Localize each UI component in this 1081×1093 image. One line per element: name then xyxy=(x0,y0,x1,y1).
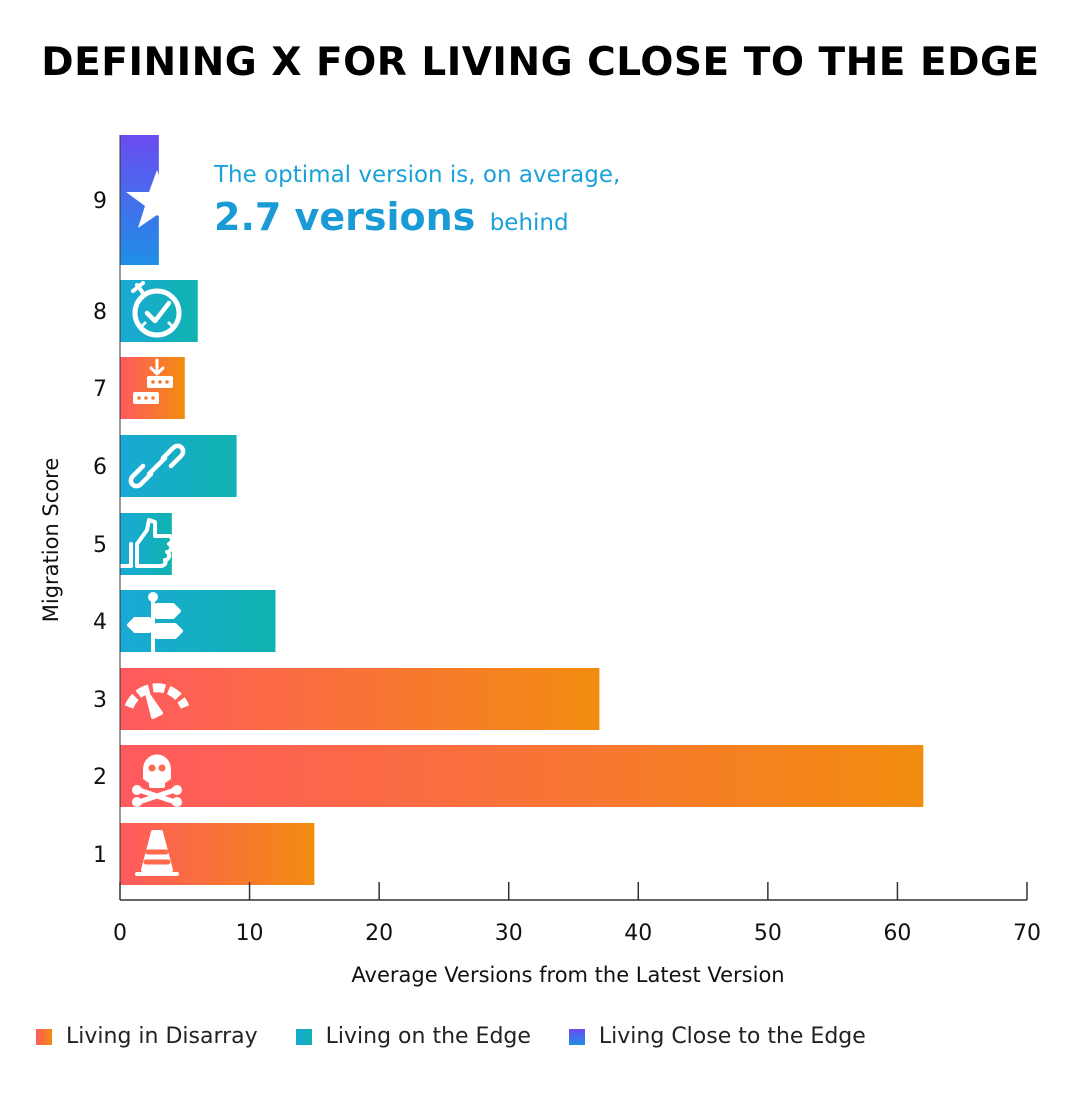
legend-label-disarray: Living in Disarray xyxy=(66,1024,258,1049)
annotation-line2: 2.7 versions behind xyxy=(214,195,569,239)
y-tick-label: 1 xyxy=(93,843,107,868)
annotation-line1: The optimal version is, on average, xyxy=(213,162,620,188)
x-tick-label: 10 xyxy=(236,921,264,946)
bar-score-3 xyxy=(120,668,600,730)
chart-title: DEFINING X FOR LIVING CLOSE TO THE EDGE xyxy=(41,40,1040,85)
traffic-cone-icon xyxy=(135,830,179,876)
bars-group xyxy=(120,135,924,885)
legend-swatch-disarray xyxy=(36,1028,52,1045)
y-tick-label: 7 xyxy=(93,377,107,402)
y-tick-label: 8 xyxy=(93,300,107,325)
legend-item-edge: Living on the Edge xyxy=(295,1024,531,1049)
download-server-icon xyxy=(133,358,173,404)
y-tick-label: 9 xyxy=(93,189,107,214)
legend-label-close: Living Close to the Edge xyxy=(598,1024,866,1049)
annotation-suffix: behind xyxy=(490,210,569,236)
bar-score-2 xyxy=(120,745,924,807)
star-icon xyxy=(126,170,188,228)
skull-crossbones-icon xyxy=(132,754,182,807)
y-tick-label: 2 xyxy=(93,765,107,790)
legend-item-close: Living Close to the Edge xyxy=(568,1024,866,1049)
annotation-value: 2.7 versions xyxy=(214,195,475,239)
legend-swatch-edge xyxy=(295,1028,312,1045)
thumbs-up-icon xyxy=(119,518,174,568)
x-tick-label: 60 xyxy=(883,921,911,946)
y-tick-label: 3 xyxy=(93,688,107,713)
x-tick-label: 0 xyxy=(113,921,127,946)
legend-item-disarray: Living in Disarray xyxy=(36,1024,258,1049)
x-axis: 0 10 20 30 40 50 60 70 xyxy=(113,135,1041,946)
chain-link-icon xyxy=(128,443,186,489)
x-tick-label: 70 xyxy=(1013,921,1041,946)
x-tick-label: 40 xyxy=(624,921,652,946)
x-tick-label: 20 xyxy=(365,921,393,946)
bar-icons-group xyxy=(119,170,190,876)
bar-chart: 1 2 3 4 5 6 7 8 9 0 10 20 30 40 50 60 70 Average Versio… xyxy=(39,135,1041,987)
y-tick-label: 4 xyxy=(93,610,107,635)
legend-label-edge: Living on the Edge xyxy=(325,1024,531,1049)
signpost-icon xyxy=(127,592,183,653)
y-tick-labels: 1 2 3 4 5 6 7 8 9 xyxy=(93,189,107,868)
x-axis-label: Average Versions from the Latest Version xyxy=(351,963,784,987)
y-axis-label: Migration Score xyxy=(39,458,63,623)
x-tick-label: 30 xyxy=(495,921,523,946)
y-tick-label: 6 xyxy=(93,455,107,480)
speedometer-icon xyxy=(124,683,190,719)
stopwatch-check-icon xyxy=(131,281,182,338)
legend-swatch-close xyxy=(568,1028,585,1045)
y-tick-label: 5 xyxy=(93,533,107,558)
x-tick-label: 50 xyxy=(754,921,782,946)
legend: Living in Disarray Living on the Edge Li… xyxy=(36,1024,866,1049)
